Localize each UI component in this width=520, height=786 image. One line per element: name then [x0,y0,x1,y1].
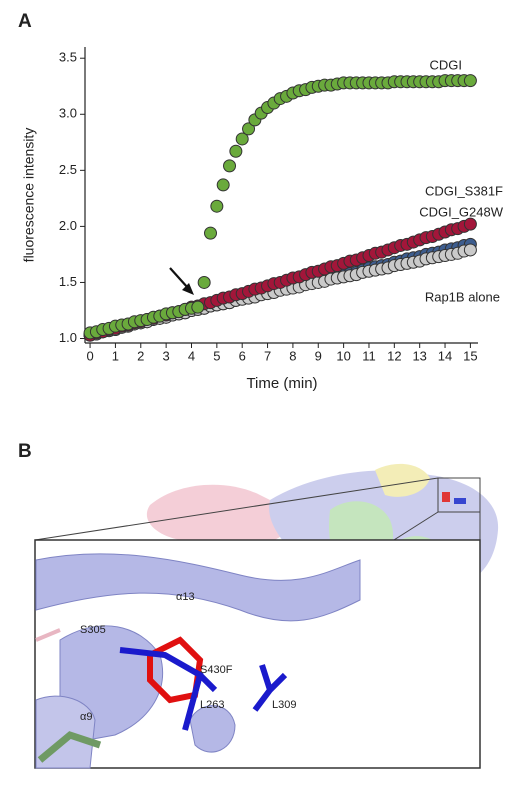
data-point [210,199,224,213]
data-point [242,122,256,136]
x-tick-label: 15 [463,348,477,363]
y-tick-label: 3.5 [59,50,77,65]
x-tick-label: 14 [438,348,452,363]
data-point [463,243,477,257]
y-tick-label: 2.5 [59,162,77,177]
series-label: CDGI_S381F [425,183,503,198]
x-tick-label: 9 [315,348,322,363]
x-tick-label: 7 [264,348,271,363]
y-axis-label: fluorescence intensity [21,128,37,263]
panel-label: B [18,441,32,462]
x-tick-label: 10 [336,348,350,363]
series-label: Rap1B alone [425,289,500,304]
y-tick-label: 1.0 [59,330,77,345]
residue-label: L309 [272,699,296,711]
series-label: CDGI [430,57,463,72]
x-tick-label: 1 [112,348,119,363]
y-tick-label: 2.0 [59,218,77,233]
x-tick-label: 6 [239,348,246,363]
x-axis-label: Time (min) [246,375,317,392]
data-point [191,300,205,314]
data-point [204,226,218,240]
residue-label: L263 [200,699,224,711]
plot: 1.01.52.02.53.03.50 1 2 3 4 5 6 7 8 9 10 11 12 13 14 15… [59,47,504,363]
data-point [463,74,477,88]
x-tick-label: 3 [163,348,170,363]
residue-label: α9 [80,711,92,723]
x-tick-label: 11 [362,348,376,363]
x-tick-label: 8 [289,348,296,363]
data-point [229,144,243,158]
arrow [169,267,194,295]
x-tick-label: 2 [137,348,144,363]
y-tick-label: 1.5 [59,274,77,289]
data-point [216,178,230,192]
x-tick-label: 12 [387,348,401,363]
data-point [197,275,211,289]
x-tick-label: 4 [188,348,195,363]
inset [34,539,481,769]
residue-label: S430F [200,664,233,676]
series-label: CDGI_G248W [419,204,504,219]
x-tick-label: 5 [213,348,220,363]
data-point [235,132,249,146]
residue-label: α13 [176,591,195,603]
data-point [463,217,477,231]
residue-label: S305 [80,624,106,636]
x-tick-label: 0 [86,348,93,363]
y-tick-label: 3.0 [59,106,77,121]
panel-label: A [18,11,32,32]
x-tick-label: 13 [412,348,426,363]
data-point [223,159,237,173]
